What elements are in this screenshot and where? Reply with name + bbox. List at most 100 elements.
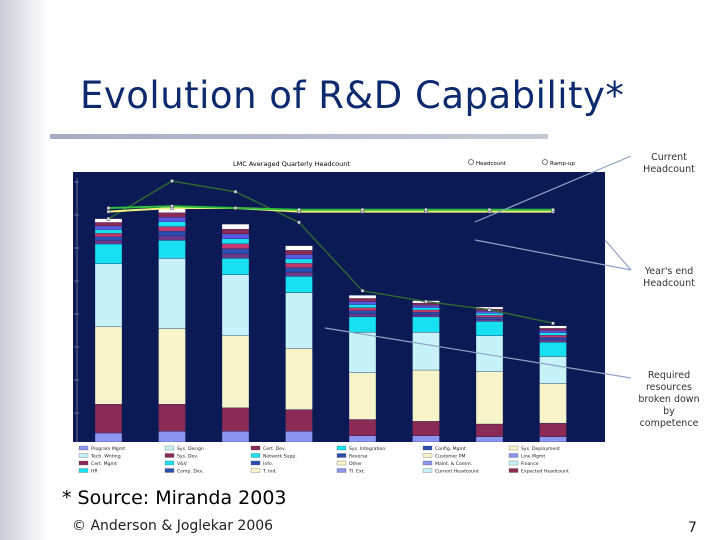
- legend-swatch: [78, 453, 89, 458]
- bar-segment: [475, 436, 504, 443]
- callout-label: Year's end: [644, 266, 694, 277]
- left-gradient-bar: [0, 0, 50, 540]
- legend-entry: Finance: [521, 461, 539, 467]
- bar-segment: [412, 435, 440, 443]
- legend-swatch: [336, 460, 347, 466]
- callout-label: resources: [646, 382, 692, 393]
- current-headcount-line: [108, 207, 553, 213]
- headcount-chart: LMC Averaged Quarterly Headcount Headcoun…: [73, 150, 711, 482]
- bar-segment: [285, 267, 313, 273]
- copyright-footer: © Anderson & Joglekar 2006: [72, 518, 274, 534]
- bar-segment: [285, 245, 313, 251]
- bar-segment: [221, 248, 250, 254]
- bar-segment: [412, 421, 440, 436]
- legend-swatch: [164, 445, 175, 451]
- bar-segment: [285, 292, 313, 349]
- legend-entry: T. Ind.: [262, 469, 277, 475]
- bar-segment: [539, 337, 567, 340]
- legend-marker: [542, 159, 548, 165]
- bar-segment: [539, 422, 567, 437]
- bar-segment: [348, 313, 377, 317]
- legend-swatch: [422, 460, 433, 466]
- callout-leader: [604, 239, 632, 271]
- bar-segment: [539, 325, 567, 329]
- bar-segment: [221, 253, 250, 259]
- bar-segment: [475, 315, 504, 318]
- callout-label: Current: [651, 152, 687, 163]
- bar-segment: [221, 238, 250, 244]
- legend-entry: Network Supp.: [263, 454, 297, 460]
- bar-segment: [348, 307, 377, 311]
- callout-panel: [605, 150, 711, 482]
- bar-segment: [285, 276, 313, 293]
- legend-swatch: [78, 445, 89, 451]
- legend-entry: Ramp-up: [550, 161, 575, 167]
- bar-segment: [539, 341, 567, 357]
- bar-segment: [221, 224, 250, 230]
- bar-segment: [412, 307, 440, 311]
- bar-segment: [221, 407, 250, 432]
- legend-swatch: [78, 468, 89, 473]
- bar-segment: [412, 314, 440, 317]
- bar-segment: [475, 313, 504, 316]
- line-point: [106, 206, 111, 210]
- bar-segment: [348, 295, 377, 299]
- bar-segment: [221, 335, 250, 408]
- legend-entry: HR: [91, 469, 98, 475]
- line-point: [170, 179, 174, 183]
- line-point: [297, 220, 301, 225]
- line-point: [106, 217, 111, 221]
- callout-label: Headcount: [643, 278, 695, 289]
- bar-segment: [539, 356, 567, 384]
- bar-segment: [158, 431, 186, 443]
- legend-entry: Reverse: [349, 454, 368, 460]
- bar-segment: [158, 240, 186, 259]
- bar-segment: [348, 419, 377, 436]
- callout-label: by: [663, 406, 675, 417]
- bar-segment: [158, 231, 186, 236]
- legend-entry: Headcount: [476, 161, 507, 167]
- bar-segment: [475, 317, 504, 320]
- bar-segment: [285, 254, 313, 260]
- legend-entry: Sys. Design: [177, 446, 204, 452]
- bar-segment: [158, 226, 186, 232]
- legend-entry: Config. Mgmt: [435, 446, 466, 452]
- legend-entry: Tech. Writing: [90, 454, 121, 460]
- source-note: * Source: Miranda 2003: [62, 487, 287, 509]
- bar-segment: [94, 432, 123, 443]
- legend-swatch: [250, 460, 261, 466]
- legend-swatch: [250, 445, 261, 451]
- callout-label: competence: [640, 418, 699, 429]
- slide-title: Evolution of R&D Capability*: [80, 74, 625, 117]
- line-point: [551, 321, 555, 325]
- line-point: [106, 209, 111, 214]
- line-point: [170, 204, 174, 208]
- bar-segment: [94, 233, 123, 237]
- bar-segment: [348, 310, 377, 314]
- legend-entry: Info.: [263, 461, 273, 467]
- bar-segment: [539, 332, 567, 336]
- legend-entry: Other: [349, 461, 362, 467]
- line-point: [233, 190, 238, 194]
- bar-segment: [348, 372, 377, 420]
- headcount-line: [108, 180, 554, 324]
- line-point: [360, 289, 365, 293]
- legend-entry: V&V: [177, 461, 188, 467]
- legend-swatch: [422, 453, 433, 458]
- bar-segment: [285, 250, 313, 255]
- bar-segment: [348, 332, 377, 373]
- bar-segment: [475, 371, 504, 425]
- bar-segment: [94, 236, 123, 241]
- bar-segment: [221, 274, 250, 336]
- bar-segment: [94, 326, 123, 405]
- bar-segment: [539, 339, 567, 343]
- bar-segment: [158, 328, 186, 405]
- bar-segment: [94, 240, 123, 245]
- bar-segment: [221, 228, 250, 235]
- bar-segment: [285, 258, 313, 264]
- bar-segment: [412, 369, 440, 422]
- bar-segment: [412, 312, 440, 315]
- bar-segment: [539, 330, 567, 333]
- callout-label: broken down: [638, 394, 699, 405]
- callout-label: Required: [648, 370, 690, 381]
